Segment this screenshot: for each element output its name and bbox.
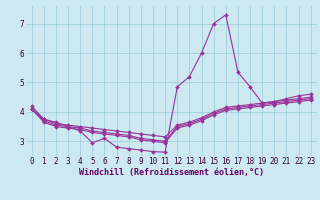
X-axis label: Windchill (Refroidissement éolien,°C): Windchill (Refroidissement éolien,°C) [79, 168, 264, 177]
